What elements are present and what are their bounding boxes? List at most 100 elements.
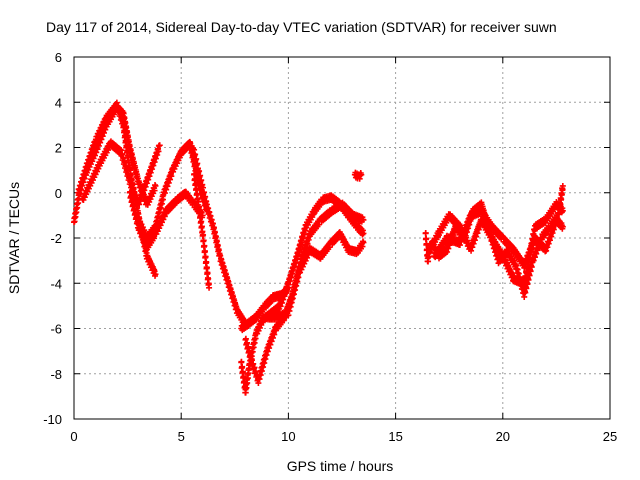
- data-point: [534, 247, 541, 254]
- data-point: [530, 242, 537, 249]
- series-track-6: [186, 140, 249, 328]
- data-point: [251, 364, 258, 371]
- series-track-11: [263, 229, 367, 323]
- data-point: [128, 182, 135, 189]
- y-tick-label: -8: [50, 367, 62, 382]
- data-point: [523, 258, 530, 265]
- data-point: [559, 182, 566, 189]
- data-point: [285, 281, 292, 288]
- data-point: [116, 107, 123, 114]
- data-point: [522, 261, 529, 268]
- data-point: [141, 187, 148, 194]
- data-point: [360, 230, 367, 237]
- data-point: [126, 175, 133, 182]
- x-tick-label: 20: [496, 429, 510, 444]
- y-tick-label: -10: [43, 412, 62, 427]
- data-point: [137, 197, 144, 204]
- data-point: [191, 146, 198, 153]
- data-point: [205, 205, 212, 212]
- data-point: [522, 275, 529, 282]
- x-tick-label: 25: [603, 429, 617, 444]
- data-point: [528, 245, 535, 252]
- data-point: [203, 201, 210, 208]
- data-point: [289, 270, 296, 277]
- series-track-9: [238, 192, 367, 396]
- data-point: [201, 242, 208, 249]
- data-point: [200, 237, 207, 244]
- data-point: [280, 296, 287, 303]
- data-point: [140, 190, 147, 197]
- data-point: [127, 188, 134, 195]
- data-point: [200, 231, 207, 238]
- data-point: [113, 99, 120, 106]
- data-point: [298, 239, 305, 246]
- data-point: [546, 237, 553, 244]
- data-point: [152, 271, 159, 278]
- y-tick-label: -4: [50, 276, 62, 291]
- series-track-15: [431, 205, 566, 271]
- x-tick-label: 15: [388, 429, 402, 444]
- data-point: [277, 303, 284, 310]
- data-point: [300, 231, 307, 238]
- data-point: [544, 244, 551, 251]
- data-point: [423, 235, 430, 242]
- data-point: [297, 243, 304, 250]
- data-point: [118, 115, 125, 122]
- data-point: [127, 179, 134, 186]
- data-point: [299, 235, 306, 242]
- data-point: [559, 223, 566, 230]
- series-track-7: [191, 170, 213, 291]
- data-point: [155, 148, 162, 155]
- data-point: [305, 236, 312, 243]
- data-point: [533, 250, 540, 257]
- data-points: [71, 99, 566, 396]
- data-point: [549, 230, 556, 237]
- data-point: [296, 247, 303, 254]
- data-point: [282, 289, 289, 296]
- data-point: [206, 284, 213, 291]
- data-point: [152, 155, 159, 162]
- data-point: [117, 111, 124, 118]
- data-point: [151, 187, 158, 194]
- data-point: [545, 240, 552, 247]
- data-point: [530, 257, 537, 264]
- data-point: [206, 209, 213, 216]
- y-tick-label: -2: [50, 231, 62, 246]
- data-point: [286, 278, 293, 285]
- data-point: [359, 243, 366, 250]
- y-tick-label: 6: [55, 50, 62, 65]
- data-point: [147, 169, 154, 176]
- y-tick-label: 4: [55, 95, 62, 110]
- data-point: [207, 213, 214, 220]
- y-axis-label: SDTVAR / TECUs: [6, 182, 22, 294]
- data-point: [360, 216, 367, 223]
- data-point: [250, 360, 257, 367]
- data-point: [128, 193, 135, 200]
- data-point: [146, 173, 153, 180]
- y-tick-label: 0: [55, 186, 62, 201]
- data-point: [543, 247, 550, 254]
- series-track-3: [79, 138, 163, 208]
- data-point: [115, 103, 122, 110]
- data-point: [304, 240, 311, 247]
- data-point: [358, 171, 365, 178]
- data-point: [527, 248, 534, 255]
- data-point: [248, 357, 255, 364]
- data-point: [522, 289, 529, 296]
- data-point: [150, 162, 157, 169]
- data-point: [521, 264, 528, 271]
- data-point: [548, 233, 555, 240]
- data-point: [142, 183, 149, 190]
- data-point: [288, 274, 295, 281]
- chart-title: Day 117 of 2014, Sidereal Day-to-day VTE…: [46, 19, 557, 35]
- y-tick-label: -6: [50, 322, 62, 337]
- data-point: [523, 270, 530, 277]
- x-axis-label: GPS time / hours: [287, 458, 394, 474]
- data-point: [149, 166, 156, 173]
- data-point: [278, 299, 285, 306]
- data-point: [525, 255, 532, 262]
- data-point: [550, 226, 557, 233]
- data-point: [281, 293, 288, 300]
- data-point: [559, 207, 566, 214]
